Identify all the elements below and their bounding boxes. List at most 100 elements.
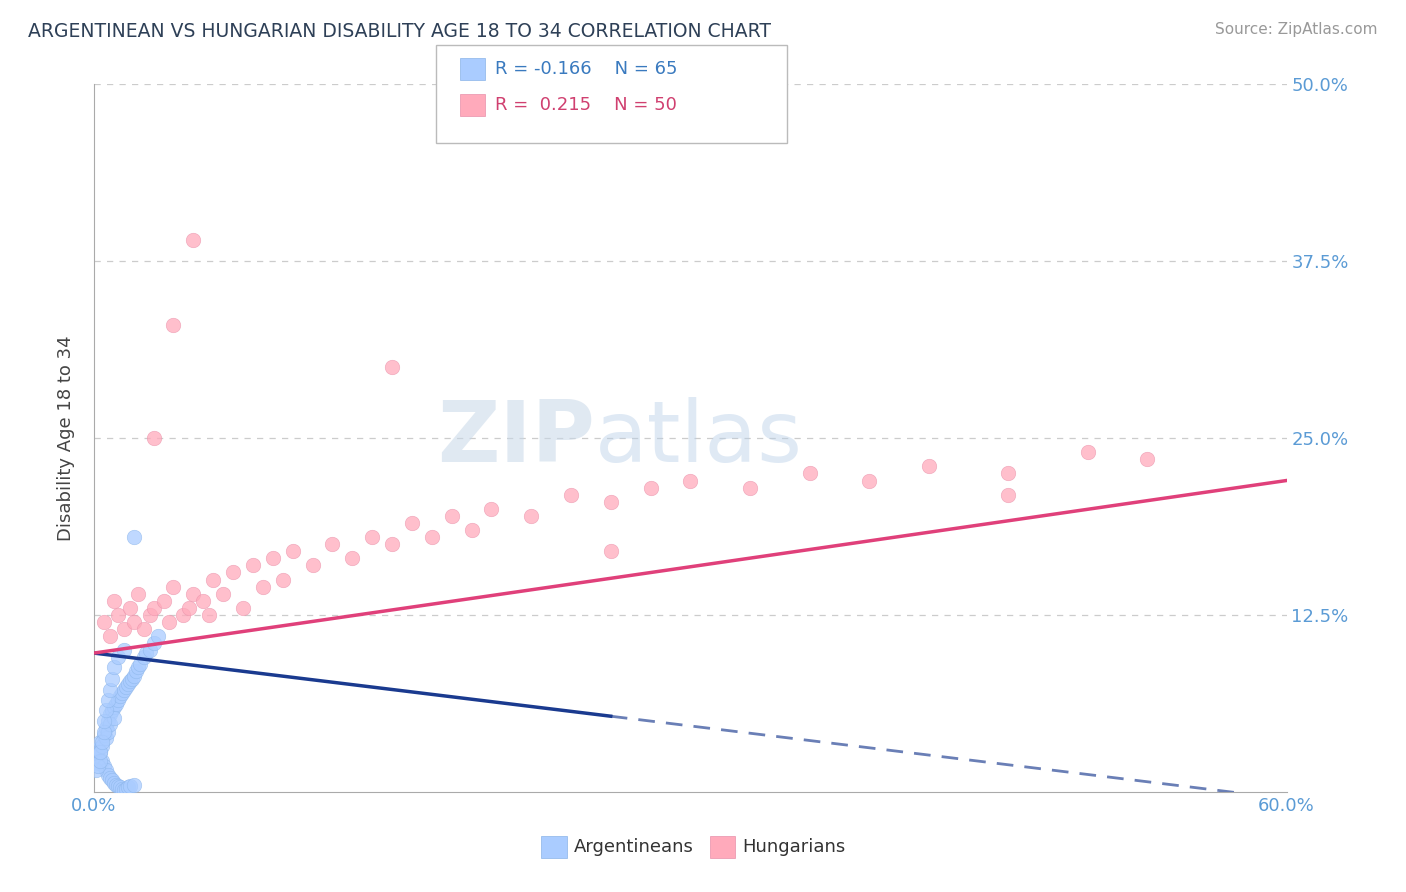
Point xyxy=(172,607,194,622)
Point xyxy=(152,593,174,607)
Point xyxy=(121,672,143,686)
Point xyxy=(84,749,107,764)
Point xyxy=(90,754,112,768)
Point xyxy=(321,537,343,551)
Point xyxy=(117,780,139,795)
Point xyxy=(124,665,146,679)
Point xyxy=(84,764,107,778)
Text: Hungarians: Hungarians xyxy=(742,838,845,856)
Point xyxy=(107,650,129,665)
Point xyxy=(122,530,145,544)
Point xyxy=(101,773,124,788)
Point xyxy=(679,474,702,488)
Point xyxy=(138,643,160,657)
Point xyxy=(104,778,127,792)
Point xyxy=(122,615,145,629)
Point xyxy=(103,711,125,725)
Point xyxy=(520,508,543,523)
Point xyxy=(98,706,121,721)
Point xyxy=(93,728,115,742)
Point xyxy=(271,573,294,587)
Point xyxy=(112,682,135,697)
Point xyxy=(94,764,117,778)
Text: Argentineans: Argentineans xyxy=(574,838,693,856)
Point xyxy=(107,607,129,622)
Text: atlas: atlas xyxy=(595,397,803,480)
Point xyxy=(127,587,149,601)
Text: ZIP: ZIP xyxy=(437,397,595,480)
Point xyxy=(640,481,662,495)
Point xyxy=(107,692,129,706)
Point xyxy=(98,771,121,785)
Point xyxy=(87,759,110,773)
Point xyxy=(103,593,125,607)
Point xyxy=(98,629,121,643)
Point xyxy=(89,735,111,749)
Point xyxy=(118,600,141,615)
Point xyxy=(108,689,131,703)
Point xyxy=(111,781,134,796)
Point xyxy=(159,615,181,629)
Point xyxy=(87,742,110,756)
Point xyxy=(381,537,404,551)
Point xyxy=(118,779,141,793)
Point xyxy=(87,756,110,771)
Point xyxy=(103,699,125,714)
Point xyxy=(112,622,135,636)
Point xyxy=(560,488,582,502)
Point xyxy=(122,778,145,792)
Point xyxy=(107,779,129,793)
Point xyxy=(135,646,157,660)
Point xyxy=(179,600,201,615)
Text: ARGENTINEAN VS HUNGARIAN DISABILITY AGE 18 TO 34 CORRELATION CHART: ARGENTINEAN VS HUNGARIAN DISABILITY AGE … xyxy=(28,22,770,41)
Point xyxy=(97,768,120,782)
Point xyxy=(93,615,115,629)
Point xyxy=(127,660,149,674)
Point xyxy=(142,636,165,650)
Point xyxy=(181,233,204,247)
Point xyxy=(114,680,136,694)
Text: Source: ZipAtlas.com: Source: ZipAtlas.com xyxy=(1215,22,1378,37)
Point xyxy=(162,580,184,594)
Y-axis label: Disability Age 18 to 34: Disability Age 18 to 34 xyxy=(58,335,75,541)
Point xyxy=(142,600,165,615)
Point xyxy=(342,551,364,566)
Point xyxy=(1077,445,1099,459)
Point xyxy=(599,544,621,558)
Point xyxy=(117,677,139,691)
Point xyxy=(89,745,111,759)
Point xyxy=(128,657,150,672)
Point xyxy=(381,360,404,375)
Point xyxy=(301,558,323,573)
Point xyxy=(232,600,254,615)
Point xyxy=(361,530,384,544)
Point xyxy=(104,697,127,711)
Point xyxy=(997,488,1019,502)
Point xyxy=(93,725,115,739)
Point xyxy=(132,622,155,636)
Point xyxy=(97,692,120,706)
Point xyxy=(401,516,423,530)
Point xyxy=(97,725,120,739)
Point xyxy=(1136,452,1159,467)
Point xyxy=(118,674,141,689)
Point xyxy=(138,607,160,622)
Point xyxy=(420,530,443,544)
Text: R =  0.215    N = 50: R = 0.215 N = 50 xyxy=(495,95,676,114)
Point xyxy=(440,508,463,523)
Point xyxy=(997,467,1019,481)
Point xyxy=(599,494,621,508)
Point xyxy=(738,481,761,495)
Point xyxy=(89,754,111,768)
Point xyxy=(918,459,941,474)
Point xyxy=(93,714,115,728)
Point xyxy=(101,672,124,686)
Point xyxy=(94,721,117,735)
Point xyxy=(146,629,169,643)
Point xyxy=(162,318,184,332)
Point xyxy=(122,669,145,683)
Point xyxy=(281,544,304,558)
Point xyxy=(222,566,245,580)
Point xyxy=(262,551,284,566)
Point xyxy=(460,523,482,537)
